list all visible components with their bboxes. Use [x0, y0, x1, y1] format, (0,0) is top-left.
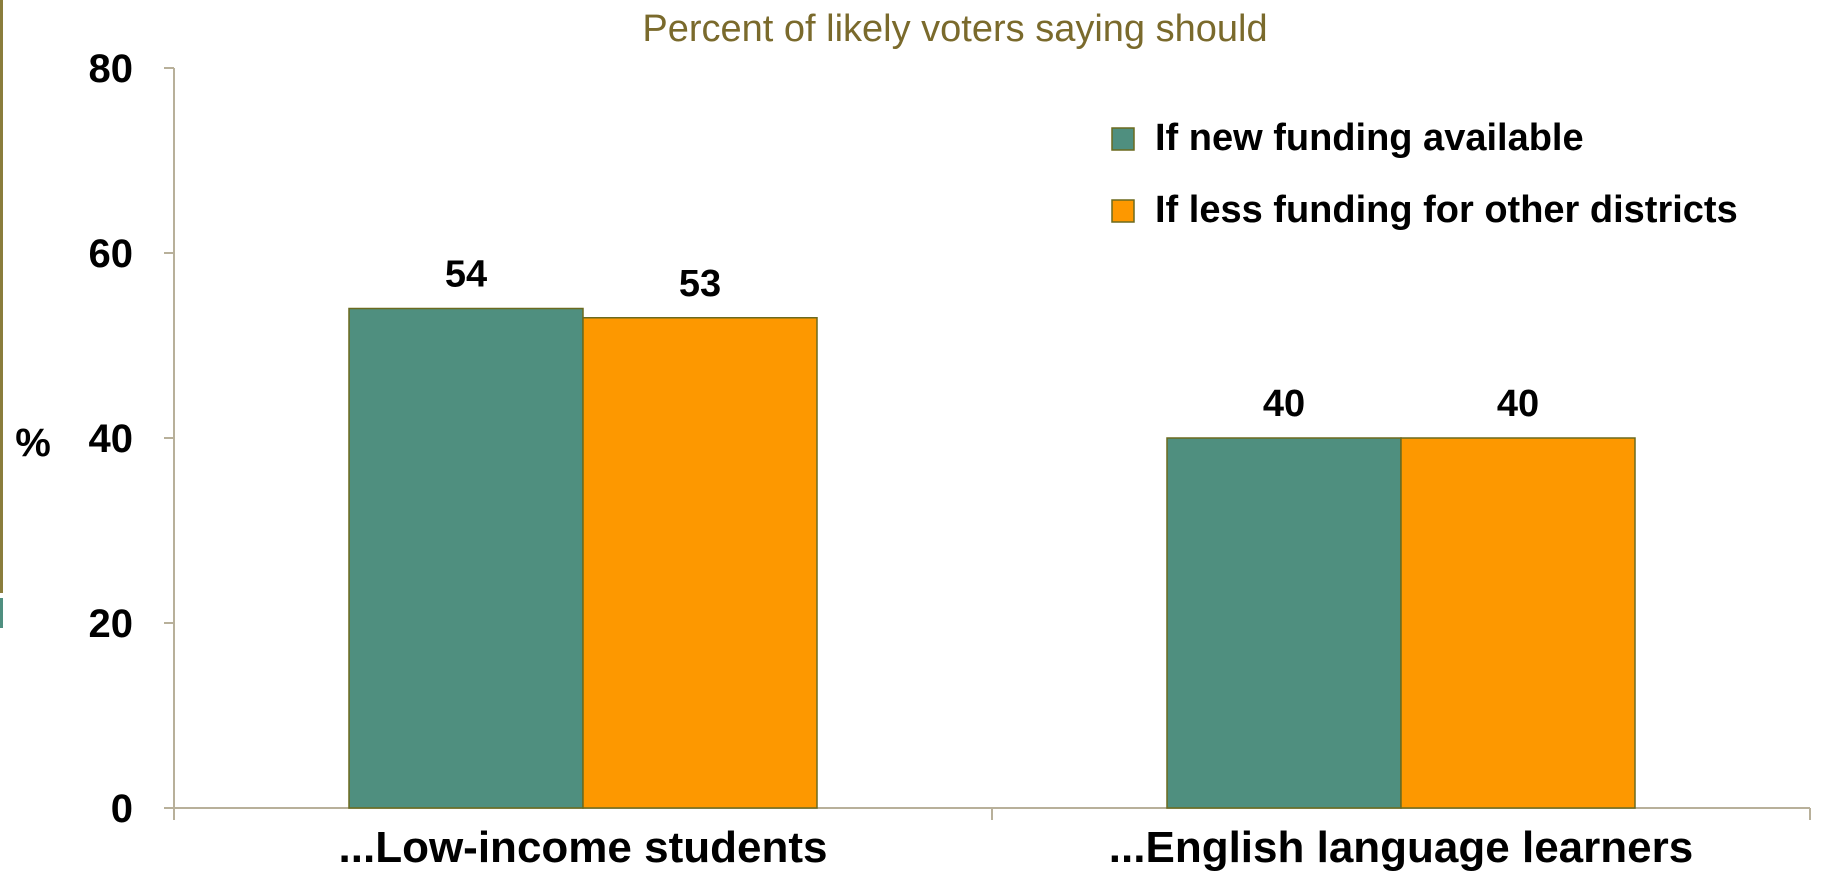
y-axis-label: %: [15, 421, 51, 465]
data-label: 54: [445, 254, 487, 296]
legend: If new funding available If less funding …: [1111, 117, 1738, 231]
data-label: 53: [679, 263, 721, 305]
x-category-label: ...English language learners: [1109, 823, 1693, 872]
x-category-label: ...Low-income students: [339, 823, 828, 872]
chart-title: Percent of likely voters saying should: [642, 8, 1267, 50]
left-decorative-rule: [0, 0, 3, 593]
data-label: 40: [1497, 383, 1539, 425]
y-tick-label: 80: [89, 47, 134, 91]
legend-swatch: [1111, 127, 1135, 151]
data-label: 40: [1263, 383, 1305, 425]
bar-new-funding-1: [1166, 437, 1402, 809]
bar-less-funding-1: [1400, 437, 1636, 809]
legend-label: If less funding for other districts: [1155, 189, 1738, 231]
bar-new-funding-0: [348, 307, 584, 809]
left-decorative-accent: [0, 598, 3, 628]
data-labels: 54 53 40 40: [445, 254, 1539, 426]
legend-label: If new funding available: [1155, 117, 1584, 159]
y-tick-label: 40: [89, 417, 134, 461]
y-tick-label: 20: [89, 602, 134, 646]
legend-swatch: [1111, 199, 1135, 223]
y-tick-label: 60: [89, 232, 134, 276]
y-tick-label: 0: [111, 787, 133, 831]
bar-less-funding-0: [582, 317, 818, 809]
axes: 0 20 40 60 80 ...Low-income students ...Englis…: [89, 47, 1811, 872]
bars: [348, 307, 1636, 809]
